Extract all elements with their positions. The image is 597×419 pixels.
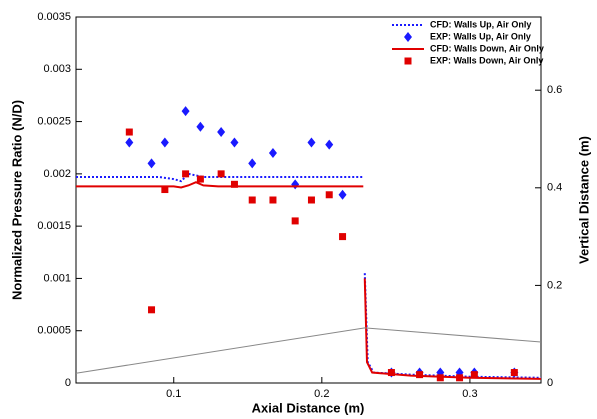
data-point	[230, 180, 238, 188]
data-line	[76, 181, 542, 380]
data-point	[196, 175, 204, 183]
data-point	[436, 374, 444, 382]
data-point	[125, 128, 133, 136]
data-point	[196, 121, 205, 132]
data-point	[148, 306, 156, 314]
y2-axis-title: Vertical Distance (m)	[576, 136, 591, 264]
data-point	[230, 137, 239, 148]
legend-label: CFD: Walls Up, Air Only	[430, 19, 531, 29]
data-point	[248, 196, 256, 204]
y-tick-label: 0.0005	[37, 325, 71, 337]
y2-tick-label: 0.4	[547, 182, 562, 194]
legend-label: EXP: Walls Up, Air Only	[430, 31, 531, 41]
legend-marker	[404, 32, 412, 42]
plot-frame	[75, 16, 542, 384]
data-point	[291, 179, 300, 190]
data-point	[456, 374, 464, 382]
data-point	[182, 170, 190, 178]
y-tick-label: 0	[65, 377, 71, 389]
data-point	[416, 371, 424, 379]
data-point	[181, 106, 190, 117]
x-tick-label: 0.2	[314, 388, 329, 400]
data-point	[307, 196, 315, 204]
data-point	[325, 191, 333, 199]
y2-tick-label: 0.6	[547, 84, 562, 96]
x-axis-title: Axial Distance (m)	[252, 400, 365, 415]
y-tick-label: 0.0035	[37, 11, 71, 23]
data-point	[470, 371, 478, 379]
data-point	[338, 189, 347, 200]
data-line	[75, 327, 542, 374]
data-point	[387, 369, 395, 377]
data-point	[248, 158, 257, 169]
data-point	[147, 158, 156, 169]
legend-label: CFD: Walls Down, Air Only	[430, 43, 544, 53]
data-point	[307, 137, 316, 148]
y-tick-label: 0.0015	[37, 220, 71, 232]
data-line	[76, 172, 542, 379]
data-point	[217, 127, 226, 138]
data-point	[510, 369, 518, 377]
legend-marker	[404, 57, 412, 65]
data-point	[325, 139, 334, 150]
data-point	[291, 217, 299, 225]
y-tick-label: 0.0025	[37, 115, 71, 127]
data-point	[160, 137, 169, 148]
data-point	[268, 147, 277, 158]
y2-tick-label: 0	[547, 377, 553, 389]
y2-tick-label: 0.2	[547, 279, 562, 291]
y-axis-title: Normalized Pressure Ratio (N/D)	[9, 100, 24, 300]
x-tick-label: 0.3	[462, 388, 477, 400]
y-tick-label: 0.002	[43, 168, 71, 180]
data-point	[339, 233, 347, 241]
y-tick-label: 0.001	[43, 272, 71, 284]
data-point	[161, 186, 169, 194]
data-point	[125, 137, 134, 148]
y-tick-label: 0.003	[43, 63, 71, 75]
data-point	[269, 196, 277, 204]
data-point	[217, 170, 225, 178]
legend-label: EXP: Walls Down, Air Only	[430, 55, 543, 65]
x-tick-label: 0.1	[166, 388, 181, 400]
